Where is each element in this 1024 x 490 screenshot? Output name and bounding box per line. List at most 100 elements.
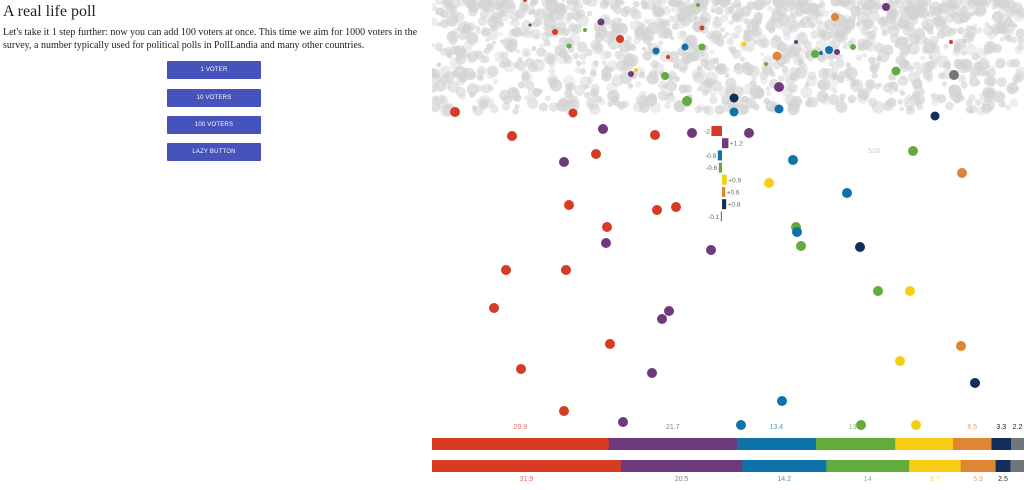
crowd-voter <box>582 0 592 6</box>
crowd-voter <box>711 0 718 5</box>
add-100-voters-button[interactable]: 100 VOTERS <box>167 116 261 134</box>
crowd-voter <box>434 73 440 80</box>
voter-dot <box>598 124 608 134</box>
crowd-voter <box>574 67 582 74</box>
voter-dot <box>949 70 959 80</box>
crowd-voter <box>893 86 899 93</box>
result-bar-purple <box>620 460 743 472</box>
crowd-voter <box>607 101 614 108</box>
crowd-voter <box>901 75 907 80</box>
crowd-voter <box>766 90 772 96</box>
crowd-voter <box>505 2 517 13</box>
crowd-voter <box>675 8 688 22</box>
crowd-voter <box>991 90 1005 104</box>
crowd-voter <box>979 0 992 6</box>
crowd-voter <box>477 74 484 81</box>
crowd-voter <box>514 103 520 109</box>
crowd-voter <box>558 97 569 108</box>
crowd-voter <box>469 91 475 98</box>
crowd-voter <box>524 80 535 90</box>
crowd-voter <box>928 48 942 62</box>
lazy-button[interactable]: LAZY BUTTON <box>167 143 261 161</box>
crowd-voter <box>899 59 912 73</box>
crowd-voter <box>528 8 536 15</box>
crowd-voter <box>781 65 789 73</box>
crowd-voter <box>694 0 701 4</box>
crowd-voter <box>975 3 987 15</box>
crowd-voter <box>929 1 942 15</box>
diff-label-navy: +0.8 <box>728 202 741 209</box>
voter-dot <box>671 202 681 212</box>
crowd-voter <box>968 74 975 81</box>
crowd-voter <box>843 18 856 31</box>
voter-dot <box>661 72 669 80</box>
crowd-voter <box>512 93 522 103</box>
crowd-voter <box>521 3 530 12</box>
crowd-voter <box>432 2 437 11</box>
crowd-voter <box>633 0 640 8</box>
voter-dot <box>450 107 460 117</box>
crowd-voter <box>479 98 489 108</box>
crowd-voter <box>781 54 791 64</box>
crowd-voter <box>792 0 805 7</box>
crowd-voter <box>531 58 545 72</box>
crowd-voter <box>964 12 972 20</box>
crowd-voter <box>703 77 714 88</box>
crowd-voter <box>815 38 828 52</box>
crowd-voter <box>945 101 954 111</box>
crowd-voter <box>679 66 687 74</box>
crowd-voter <box>710 8 716 13</box>
add-1-voter-button[interactable]: 1 VOTER <box>167 61 261 79</box>
voter-dot <box>908 146 918 156</box>
crowd-voter <box>633 36 641 45</box>
crowd-voter <box>457 0 468 7</box>
crowd-voter <box>498 31 503 37</box>
crowd-voter <box>533 33 540 40</box>
crowd-voter <box>957 29 963 34</box>
crowd-voter <box>1017 37 1024 45</box>
crowd-voter <box>708 88 717 97</box>
crowd-voter <box>677 30 688 41</box>
diff-bar-red <box>711 126 722 136</box>
voter-dot <box>652 47 660 55</box>
crowd-voter <box>871 72 878 79</box>
crowd-voter <box>865 20 875 30</box>
voter-dot <box>664 306 674 316</box>
crowd-voter <box>1006 24 1016 33</box>
crowd-voter <box>961 50 967 56</box>
voter-dot <box>591 149 601 159</box>
crowd-voter <box>936 29 946 39</box>
crowd-voter <box>928 4 935 10</box>
crowd-voter <box>782 0 795 7</box>
crowd-voter <box>943 43 949 49</box>
crowd-voter <box>845 62 852 68</box>
voter-dot <box>628 71 634 77</box>
diff-bar-navy <box>722 199 727 210</box>
crowd-voter <box>839 93 845 100</box>
crowd-voter <box>787 83 798 93</box>
voter-dot <box>516 364 526 374</box>
crowd-voter <box>958 6 968 16</box>
crowd-voter <box>749 88 760 99</box>
crowd-voter <box>752 103 760 111</box>
crowd-voter <box>921 45 930 54</box>
crowd-voter <box>519 31 525 37</box>
crowd-voter <box>989 0 994 3</box>
crowd-voter <box>501 102 511 111</box>
crowd-voter <box>477 16 488 27</box>
crowd-voter <box>446 52 453 59</box>
crowd-voter <box>556 13 564 21</box>
crowd-voter <box>886 97 897 108</box>
add-10-voters-button[interactable]: 10 VOTERS <box>167 89 261 107</box>
crowd-voter <box>434 42 443 52</box>
crowd-voter <box>521 20 532 31</box>
crowd-voter <box>970 67 980 78</box>
crowd-voter <box>518 81 526 89</box>
crowd-voter <box>868 56 876 64</box>
crowd-voter <box>733 32 740 39</box>
crowd-voter <box>848 0 858 5</box>
crowd-voter <box>596 95 603 103</box>
crowd-voter <box>712 20 722 30</box>
crowd-voter <box>873 83 881 90</box>
result-bar-blue <box>742 460 827 472</box>
